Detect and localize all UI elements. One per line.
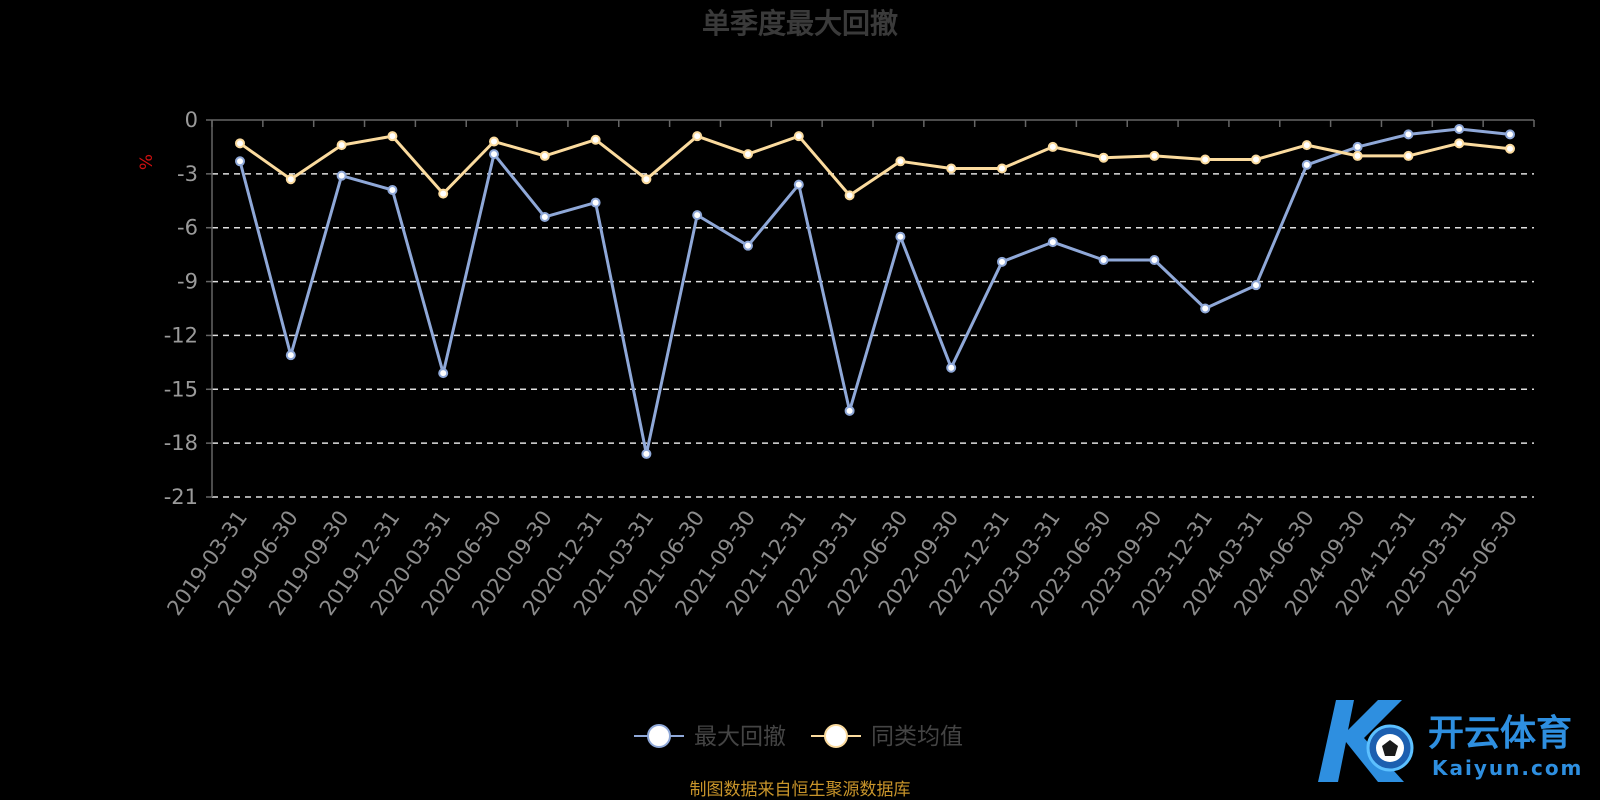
data-point[interactable] bbox=[895, 231, 906, 242]
data-point[interactable] bbox=[844, 190, 855, 201]
legend-label: 最大回撤 bbox=[694, 724, 786, 750]
data-point[interactable] bbox=[1352, 141, 1363, 152]
y-tick-label: 0 bbox=[185, 108, 198, 132]
data-point[interactable] bbox=[1098, 152, 1109, 163]
data-point[interactable] bbox=[641, 174, 652, 185]
series-line bbox=[239, 134, 1511, 197]
y-tick-label: -18 bbox=[164, 431, 198, 455]
watermark-brand: 开云体育 bbox=[1428, 713, 1572, 754]
data-point[interactable] bbox=[844, 405, 855, 416]
legend-swatch-marker bbox=[647, 724, 671, 748]
data-point[interactable] bbox=[1505, 129, 1515, 140]
data-point[interactable] bbox=[1301, 159, 1312, 170]
data-point[interactable] bbox=[489, 149, 499, 160]
data-point[interactable] bbox=[1200, 154, 1211, 165]
data-source-note: 制图数据来自恒生聚源数据库 bbox=[690, 780, 911, 800]
data-point[interactable] bbox=[997, 256, 1007, 267]
legend-item-peer-average[interactable]: 同类均值 bbox=[811, 724, 963, 750]
legend[interactable]: 最大回撤 同类均值 bbox=[634, 724, 963, 750]
watermark-logo: 开云体育 Kaiyun.com bbox=[1318, 700, 1583, 782]
data-point[interactable] bbox=[1149, 150, 1160, 161]
series-line bbox=[238, 127, 1511, 456]
kaiyun-logo-icon bbox=[1318, 700, 1414, 782]
data-point[interactable] bbox=[590, 134, 601, 145]
y-tick-labels: 0 -3 -6 -9 -12 -15 -18 -21 bbox=[164, 108, 198, 509]
data-point[interactable] bbox=[1047, 141, 1058, 152]
data-point[interactable] bbox=[438, 368, 449, 379]
data-point[interactable] bbox=[1403, 150, 1414, 161]
y-axis-unit-label: % bbox=[137, 154, 157, 170]
y-tick-label: -3 bbox=[177, 162, 198, 186]
watermark-site: Kaiyun.com bbox=[1432, 756, 1583, 780]
data-point[interactable] bbox=[1200, 303, 1211, 314]
data-point[interactable] bbox=[539, 150, 550, 161]
data-point[interactable] bbox=[285, 350, 296, 361]
data-point[interactable] bbox=[1403, 129, 1414, 140]
y-tick-label: -21 bbox=[164, 485, 198, 509]
data-point[interactable] bbox=[1454, 138, 1465, 149]
data-point[interactable] bbox=[743, 240, 753, 251]
data-point[interactable] bbox=[1149, 255, 1160, 266]
y-tick-label: -6 bbox=[177, 216, 198, 240]
data-point[interactable] bbox=[1505, 143, 1515, 154]
data-point[interactable] bbox=[1098, 255, 1109, 266]
series-1 bbox=[235, 131, 1515, 201]
data-point[interactable] bbox=[235, 138, 245, 149]
data-point[interactable] bbox=[793, 179, 804, 190]
data-point[interactable] bbox=[692, 210, 703, 221]
data-point[interactable] bbox=[946, 163, 957, 174]
series-lines bbox=[235, 123, 1515, 459]
data-point[interactable] bbox=[1352, 150, 1363, 161]
data-point[interactable] bbox=[235, 156, 245, 167]
data-point[interactable] bbox=[387, 185, 398, 196]
legend-swatch-marker bbox=[824, 724, 848, 748]
data-point[interactable] bbox=[1251, 154, 1261, 165]
data-point[interactable] bbox=[743, 149, 753, 160]
y-tick-label: -9 bbox=[177, 270, 198, 294]
data-point[interactable] bbox=[1454, 123, 1465, 134]
data-point[interactable] bbox=[336, 170, 347, 181]
legend-label: 同类均值 bbox=[871, 724, 963, 750]
data-point[interactable] bbox=[641, 448, 652, 459]
data-point[interactable] bbox=[438, 188, 449, 199]
data-point[interactable] bbox=[1251, 280, 1261, 291]
data-point[interactable] bbox=[590, 197, 601, 208]
data-point[interactable] bbox=[895, 156, 906, 167]
data-point[interactable] bbox=[387, 131, 398, 142]
data-point[interactable] bbox=[1301, 140, 1312, 151]
data-point[interactable] bbox=[539, 211, 550, 222]
y-tick-label: -15 bbox=[164, 377, 198, 401]
legend-item-drawdown[interactable]: 最大回撤 bbox=[634, 724, 786, 750]
data-point[interactable] bbox=[285, 174, 296, 185]
axes bbox=[206, 119, 1535, 498]
data-point[interactable] bbox=[946, 362, 957, 373]
series-0 bbox=[235, 123, 1515, 459]
y-tick-label: -12 bbox=[164, 323, 198, 347]
chart-title: 单季度最大回撤 bbox=[702, 7, 898, 40]
data-point[interactable] bbox=[692, 131, 703, 142]
data-point[interactable] bbox=[997, 163, 1007, 174]
x-tick-labels: 2019-03-312019-06-302019-09-302019-12-31… bbox=[162, 506, 1522, 620]
data-point[interactable] bbox=[489, 136, 499, 147]
data-point[interactable] bbox=[793, 131, 804, 142]
data-point[interactable] bbox=[1047, 237, 1058, 248]
data-point[interactable] bbox=[336, 140, 347, 151]
